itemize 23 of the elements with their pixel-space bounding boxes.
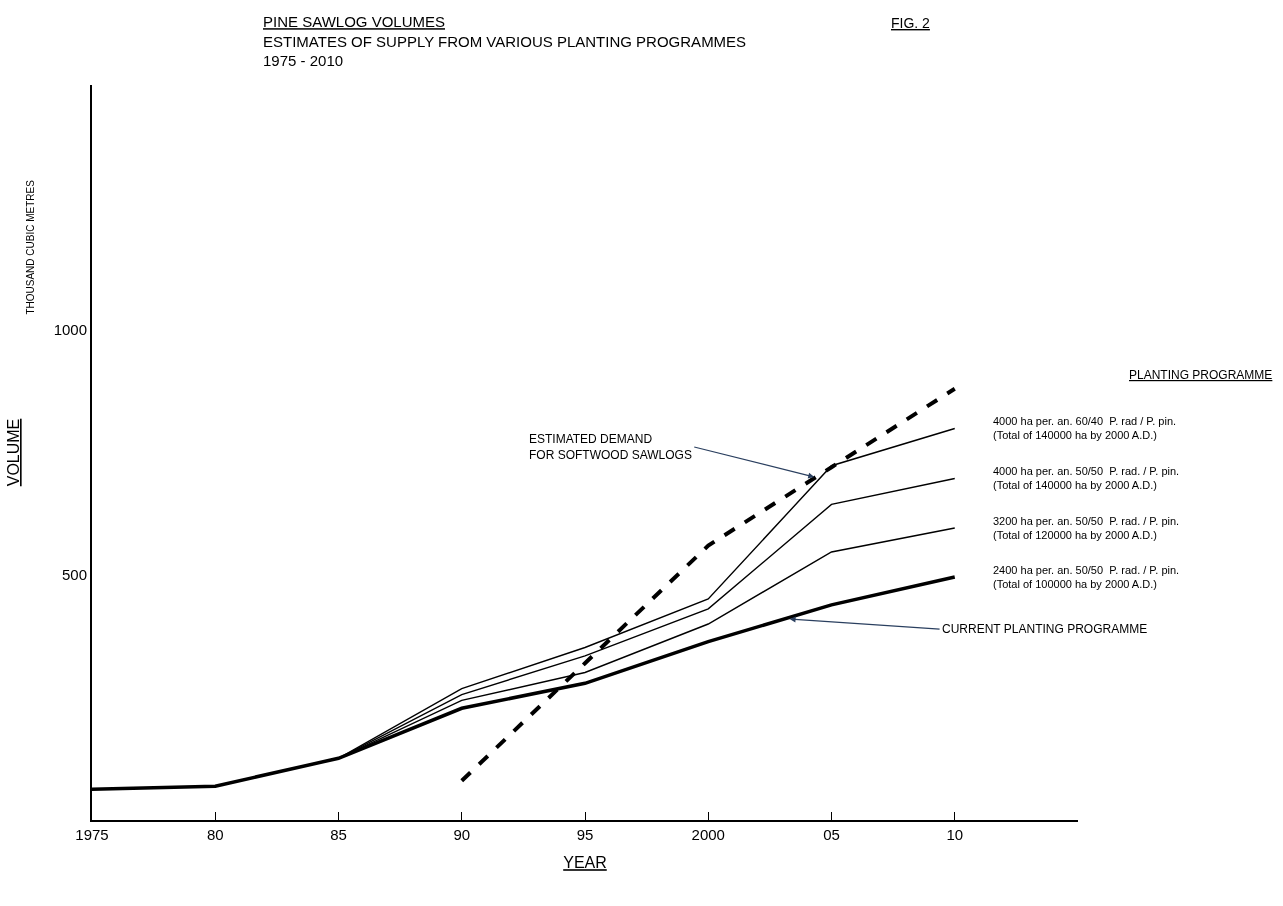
chart-title: PINE SAWLOG VOLUMES bbox=[263, 13, 446, 31]
x-tick-label: 85 bbox=[330, 826, 347, 843]
caption: FIG. 2 bbox=[891, 15, 931, 31]
annotation: ESTIMATED DEMAND FOR SOFTWOOD SAWLOGS bbox=[529, 432, 692, 462]
text: 4000 ha per. an. 50/50 P. rad. / P. pin. (Total of 140000 ha by 2000 A.D.) bbox=[993, 465, 1180, 492]
x-tick-label: 1975 bbox=[75, 826, 109, 843]
text: THOUSAND CUBIC METRES bbox=[25, 179, 37, 315]
y-tick-label: 500 bbox=[61, 566, 87, 584]
x-tick-label: 2000 bbox=[691, 826, 725, 843]
x-tick-label: 90 bbox=[453, 826, 471, 843]
chart-subtitle: ESTIMATES OF SUPPLY FROM VARIOUS PLANTING PROGRAMMES 1975 - 2010 bbox=[263, 32, 747, 70]
y-axis-title: VOLUME bbox=[5, 418, 23, 487]
text: 2400 ha per. an. 50/50 P. rad. / P. pin. (Total of 100000 ha by 2000 A.D.) bbox=[993, 564, 1180, 591]
annotation: CURRENT PLANTING PROGRAMME bbox=[942, 622, 1148, 636]
x-tick-label: 05 bbox=[823, 826, 840, 843]
x-axis-title: YEAR bbox=[563, 854, 607, 872]
legend-title: PLANTING PROGRAMME bbox=[1129, 368, 1273, 382]
x-tick-label: 10 bbox=[946, 826, 964, 843]
text: 3200 ha per. an. 50/50 P. rad. / P. pin. (Total of 120000 ha by 2000 A.D.) bbox=[993, 515, 1180, 542]
x-tick-label: 95 bbox=[576, 826, 594, 843]
x-tick-label: 80 bbox=[206, 826, 224, 843]
y-tick-label: 1000 bbox=[53, 321, 87, 339]
text: 4000 ha per. an. 60/40 P. rad / P. pin. (Total of 140000 ha by 2000 A.D.) bbox=[993, 415, 1177, 442]
